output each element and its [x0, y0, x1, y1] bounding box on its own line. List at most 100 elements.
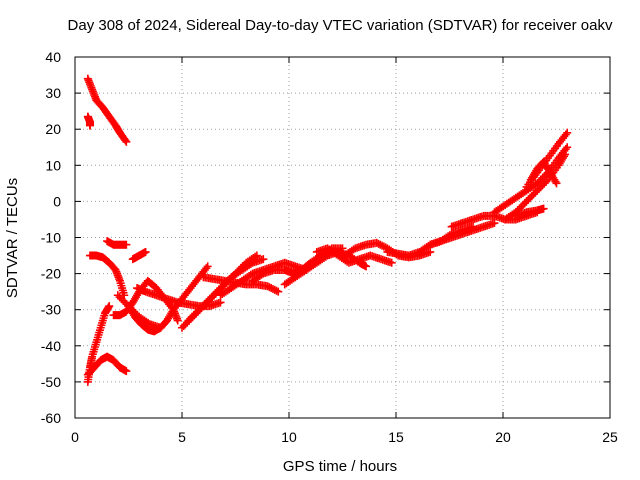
y-tick-label: -30 — [41, 302, 61, 318]
data-point — [214, 285, 223, 294]
data-point — [535, 184, 544, 193]
data-point — [561, 150, 570, 159]
data-point — [144, 318, 153, 327]
data-point — [362, 262, 371, 271]
data-point — [191, 309, 200, 318]
y-tick-label: 40 — [45, 49, 61, 65]
data-point — [321, 252, 330, 261]
data-point — [122, 300, 131, 309]
data-point — [538, 173, 547, 182]
y-tick-label: 10 — [45, 157, 61, 173]
data-point — [533, 186, 542, 195]
data-point — [113, 291, 122, 300]
data-series — [83, 74, 131, 146]
data-point — [272, 286, 281, 295]
data-point — [204, 296, 213, 305]
data-layer — [83, 74, 572, 386]
y-tick-label: -50 — [41, 374, 61, 390]
data-point — [202, 264, 211, 273]
data-point — [203, 262, 212, 271]
x-tick-label: 15 — [388, 429, 404, 445]
data-point — [209, 291, 218, 300]
data-point — [193, 307, 202, 316]
data-point — [178, 323, 186, 332]
data-point — [539, 204, 548, 213]
data-point — [531, 188, 540, 197]
data-point — [372, 238, 381, 247]
data-point — [200, 300, 209, 309]
y-axis-label: SDTVAR / TECUs — [4, 178, 21, 298]
data-point — [527, 191, 536, 200]
y-tick-label: 30 — [45, 85, 61, 101]
chart-title: Day 308 of 2024, Sidereal Day-to-day VTE… — [68, 17, 613, 34]
data-point — [179, 321, 188, 330]
data-point — [207, 293, 216, 302]
grid-layer — [75, 57, 610, 418]
data-point — [246, 259, 255, 268]
data-series — [490, 143, 572, 217]
data-point — [535, 177, 544, 186]
data-point — [126, 303, 135, 312]
data-point — [526, 193, 535, 202]
data-series — [526, 157, 561, 188]
data-point — [536, 182, 545, 191]
data-series — [501, 150, 570, 224]
data-point — [141, 247, 150, 256]
x-tick-label: 0 — [71, 429, 79, 445]
y-tick-label: 20 — [45, 121, 61, 137]
data-point — [274, 287, 283, 296]
data-point — [518, 201, 527, 210]
data-point — [267, 284, 276, 293]
data-point — [552, 179, 561, 188]
data-point — [561, 130, 570, 139]
data-point — [129, 307, 138, 316]
x-tick-label: 25 — [602, 429, 618, 445]
data-series — [128, 247, 150, 264]
data-series — [511, 204, 548, 220]
data-point — [426, 247, 435, 256]
data-point — [85, 121, 94, 130]
data-point — [120, 298, 129, 307]
data-point — [122, 367, 131, 376]
data-point — [198, 302, 207, 311]
data-point — [156, 323, 165, 332]
data-point — [212, 287, 221, 296]
data-point — [173, 316, 182, 325]
data-point — [187, 312, 196, 321]
data-point — [117, 294, 126, 303]
data-series — [83, 112, 94, 130]
data-point — [115, 293, 124, 302]
x-tick-label: 20 — [495, 429, 511, 445]
data-point — [270, 285, 279, 294]
data-point — [378, 241, 387, 250]
data-point — [379, 242, 388, 251]
data-point — [542, 177, 551, 186]
data-point — [376, 240, 385, 249]
data-point — [122, 137, 131, 146]
y-tick-label: -60 — [41, 410, 61, 426]
data-point — [563, 128, 572, 137]
data-point — [216, 298, 225, 307]
data-point — [374, 239, 383, 248]
data-point — [202, 298, 211, 307]
data-series — [113, 291, 165, 332]
data-point — [551, 177, 560, 186]
data-point — [563, 143, 572, 152]
data-point — [424, 241, 433, 250]
data-point — [211, 289, 220, 298]
y-tick-label: -40 — [41, 338, 61, 354]
data-series — [109, 276, 182, 325]
data-point — [263, 282, 272, 291]
data-point — [259, 255, 268, 264]
data-series — [184, 255, 268, 325]
data-point — [105, 302, 114, 311]
data-series — [85, 251, 129, 300]
data-point — [540, 172, 549, 181]
data-point — [257, 270, 266, 279]
plot-frame-layer — [74, 56, 611, 419]
data-point — [522, 197, 531, 206]
x-axis-label: GPS time / hours — [283, 458, 397, 475]
data-point — [536, 175, 545, 184]
data-point — [195, 305, 204, 314]
